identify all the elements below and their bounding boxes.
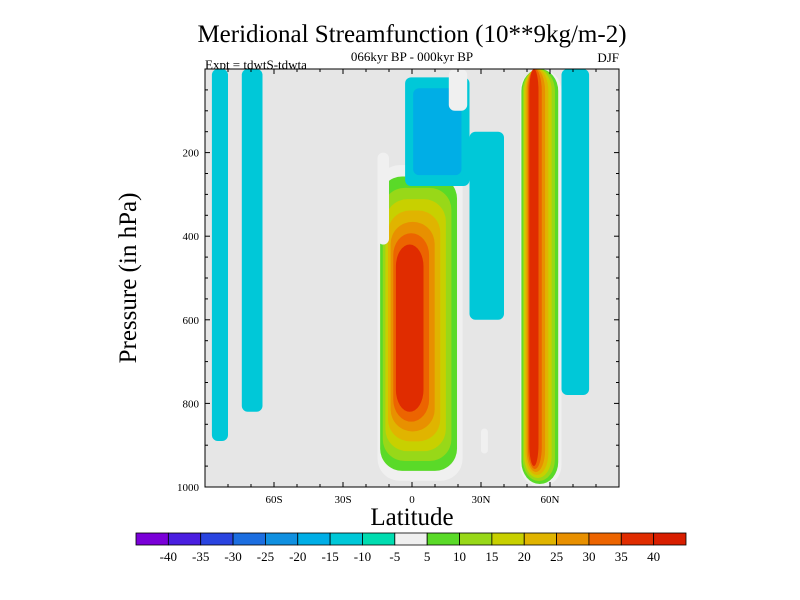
colorbar-swatch xyxy=(362,532,396,546)
colorbar-label: 15 xyxy=(485,549,498,564)
season-label: DJF xyxy=(597,50,619,65)
colorbar-label: -35 xyxy=(192,549,209,564)
contour-equatorial-cell-level-40 xyxy=(395,244,424,412)
colorbar-swatch xyxy=(588,532,622,546)
colorbar-label: -25 xyxy=(257,549,274,564)
contour-sh-high-lat-cyan-band xyxy=(211,69,228,442)
chart-subtitle: 066kyr BP - 000kyr BP xyxy=(351,49,473,64)
contour-sh-lat-70-cyan-band xyxy=(241,69,263,412)
colorbar-label: 5 xyxy=(424,549,431,564)
colorbar-swatch xyxy=(653,532,687,546)
y-tick-label: 400 xyxy=(183,231,200,243)
colorbar-swatch xyxy=(556,532,590,546)
y-axis: 200 400 600 800 1000 xyxy=(177,68,619,494)
colorbar-label: 20 xyxy=(518,549,531,564)
colorbar-swatch xyxy=(232,532,266,546)
x-tick-label: 30N xyxy=(472,494,491,506)
colorbar-swatch xyxy=(297,532,331,546)
colorbar: -40 -35 -30 -25 -20 -15 -10 -5 5 10 15 20 25 30 35 40 xyxy=(135,532,687,564)
contour-nh-midlat-cyan xyxy=(469,131,504,320)
colorbar-label: 40 xyxy=(647,549,660,564)
colorbar-swatch xyxy=(620,532,655,546)
contour-sh-thin-cyan-strip xyxy=(248,69,254,80)
colorbar-label: -30 xyxy=(224,549,241,564)
x-tick-label: 60N xyxy=(541,494,560,506)
contour-nh-20n-strip xyxy=(448,69,468,111)
y-tick-label: 800 xyxy=(183,398,200,410)
colorbar-label: -20 xyxy=(289,549,306,564)
y-tick-label: 1000 xyxy=(177,482,200,494)
contour-upper-tropical-cyan-level--15 xyxy=(413,88,462,176)
colorbar-label: 10 xyxy=(453,549,466,564)
colorbar-swatch xyxy=(523,532,557,546)
colorbar-label: -5 xyxy=(389,549,400,564)
y-tick-label: 600 xyxy=(183,315,200,327)
colorbar-swatch xyxy=(329,532,363,546)
experiment-label: Expt = tdwtS-tdwta xyxy=(205,57,307,72)
colorbar-label: -10 xyxy=(354,549,371,564)
x-tick-label: 0 xyxy=(409,494,415,506)
contour-nh-55n-cell-level-40 xyxy=(529,69,539,467)
colorbar-swatch xyxy=(426,532,460,546)
colorbar-swatch xyxy=(459,532,493,546)
colorbar-label: 35 xyxy=(615,549,628,564)
y-tick-label: 200 xyxy=(183,148,200,160)
colorbar-swatch xyxy=(135,532,169,546)
x-axis: 60S 30S 0 30N 60N xyxy=(204,69,620,506)
colorbar-swatch xyxy=(265,532,299,546)
colorbar-swatch xyxy=(200,532,234,546)
contour-nh-high-lat-cyan xyxy=(561,69,590,396)
x-axis-label: Latitude xyxy=(370,504,453,531)
colorbar-label: 25 xyxy=(550,549,563,564)
plot-area xyxy=(204,68,620,488)
colorbar-label: -15 xyxy=(321,549,338,564)
contour-nh-midlat-green-patch xyxy=(481,428,488,454)
x-tick-label: 30S xyxy=(334,494,351,506)
x-tick-label: 60S xyxy=(265,494,282,506)
colorbar-swatch xyxy=(491,532,525,546)
chart-title: Meridional Streamfunction (10**9kg/m-2) xyxy=(197,21,626,48)
colorbar-label: -40 xyxy=(160,549,177,564)
colorbar-swatch xyxy=(394,532,428,546)
y-axis-label: Pressure (in hPa) xyxy=(115,193,142,364)
contour-nh-subtropical-plume xyxy=(377,152,389,245)
colorbar-label: 30 xyxy=(582,549,595,564)
colorbar-swatch xyxy=(167,532,202,546)
